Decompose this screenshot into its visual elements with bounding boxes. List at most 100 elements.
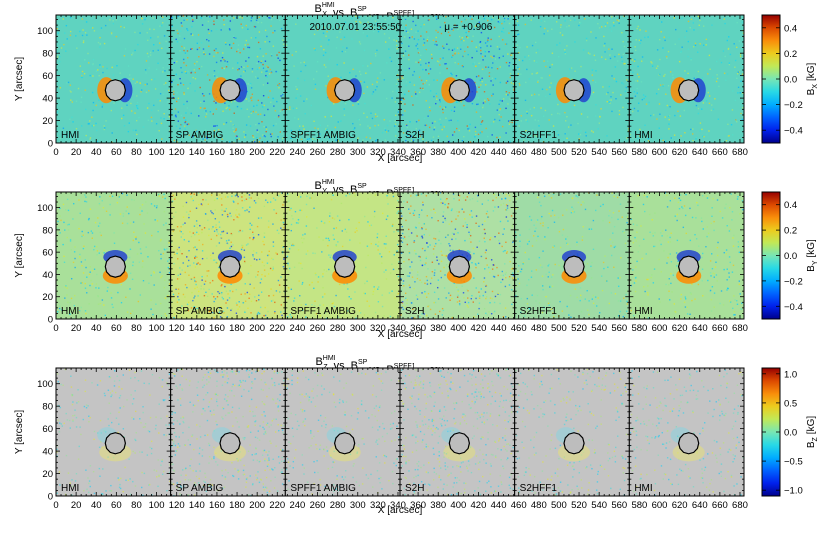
- noise-speck: [153, 272, 155, 274]
- noise-speck: [434, 313, 437, 315]
- x-tick-label: 380: [430, 323, 446, 334]
- noise-speck: [328, 221, 331, 223]
- noise-speck: [648, 133, 650, 135]
- noise-speck: [85, 266, 87, 269]
- noise-speck: [82, 234, 84, 236]
- noise-speck: [157, 230, 159, 233]
- noise-speck: [508, 284, 511, 286]
- noise-speck: [223, 23, 225, 26]
- noise-speck: [417, 271, 419, 273]
- noise-speck: [483, 281, 485, 283]
- noise-speck: [606, 135, 608, 137]
- noise-speck: [297, 77, 299, 80]
- noise-speck: [386, 62, 388, 64]
- noise-speck: [484, 220, 486, 222]
- noise-speck: [69, 133, 71, 135]
- noise-speck: [680, 50, 682, 53]
- noise-speck: [692, 128, 694, 130]
- noise-speck: [134, 112, 136, 114]
- noise-speck: [538, 201, 541, 203]
- noise-speck: [208, 32, 210, 35]
- noise-speck: [431, 217, 433, 219]
- noise-speck: [294, 117, 296, 119]
- noise-speck: [263, 314, 265, 317]
- noise-speck: [198, 47, 201, 49]
- noise-speck: [697, 204, 699, 207]
- noise-speck: [198, 233, 200, 236]
- noise-speck: [509, 72, 512, 75]
- noise-speck: [66, 236, 68, 239]
- noise-speck: [659, 301, 661, 303]
- noise-speck: [433, 95, 435, 98]
- noise-speck: [274, 310, 276, 313]
- noise-speck: [581, 236, 584, 238]
- noise-speck: [233, 141, 235, 143]
- noise-speck: [59, 232, 61, 234]
- noise-speck: [617, 218, 619, 221]
- noise-speck: [340, 76, 342, 79]
- noise-speck: [484, 51, 487, 53]
- noise-speck: [355, 75, 357, 77]
- noise-speck: [573, 104, 576, 107]
- noise-speck: [206, 295, 209, 297]
- noise-speck: [684, 298, 687, 300]
- noise-speck: [578, 138, 581, 140]
- noise-speck: [408, 235, 410, 238]
- noise-speck: [245, 98, 248, 100]
- noise-speck: [200, 101, 202, 104]
- noise-speck: [392, 223, 394, 226]
- noise-speck: [595, 37, 597, 39]
- noise-speck: [610, 292, 613, 294]
- noise-speck: [505, 43, 508, 45]
- noise-speck: [424, 263, 426, 266]
- noise-speck: [178, 299, 180, 301]
- noise-speck: [333, 305, 336, 308]
- noise-speck: [559, 32, 562, 34]
- noise-speck: [351, 17, 353, 20]
- noise-speck: [259, 282, 262, 284]
- noise-speck: [690, 293, 692, 295]
- noise-speck: [199, 224, 201, 227]
- noise-speck: [258, 67, 261, 69]
- noise-speck: [423, 313, 425, 315]
- noise-speck: [255, 276, 257, 278]
- noise-speck: [176, 252, 178, 255]
- noise-speck: [402, 283, 404, 285]
- noise-speck: [412, 74, 414, 76]
- noise-speck: [537, 196, 539, 199]
- x-tick-label: 60: [111, 323, 122, 334]
- noise-speck: [505, 132, 507, 134]
- noise-speck: [728, 272, 730, 274]
- noise-speck: [303, 238, 305, 240]
- noise-speck: [99, 222, 101, 224]
- noise-speck: [261, 67, 264, 69]
- noise-speck: [204, 53, 206, 56]
- noise-speck: [635, 80, 637, 82]
- noise-speck: [532, 235, 535, 237]
- noise-speck: [459, 48, 462, 50]
- noise-speck: [323, 48, 325, 51]
- noise-speck: [501, 22, 503, 25]
- x-tick-label: 300: [350, 147, 366, 158]
- noise-speck: [411, 95, 413, 98]
- noise-speck: [313, 305, 316, 307]
- noise-speck: [128, 212, 130, 215]
- noise-speck: [468, 192, 470, 194]
- noise-speck: [485, 297, 487, 300]
- noise-speck: [67, 229, 70, 231]
- x-tick-label: 160: [209, 147, 225, 158]
- noise-speck: [501, 198, 503, 200]
- noise-speck: [103, 304, 105, 306]
- noise-speck: [467, 306, 469, 308]
- noise-speck: [196, 223, 198, 225]
- noise-speck: [283, 258, 285, 260]
- noise-speck: [536, 294, 539, 297]
- noise-speck: [701, 280, 703, 282]
- noise-speck: [543, 60, 545, 62]
- noise-speck: [78, 311, 81, 313]
- noise-speck: [158, 195, 160, 197]
- noise-speck: [352, 122, 354, 125]
- noise-speck: [512, 267, 514, 270]
- noise-speck: [453, 110, 456, 113]
- noise-speck: [278, 84, 280, 86]
